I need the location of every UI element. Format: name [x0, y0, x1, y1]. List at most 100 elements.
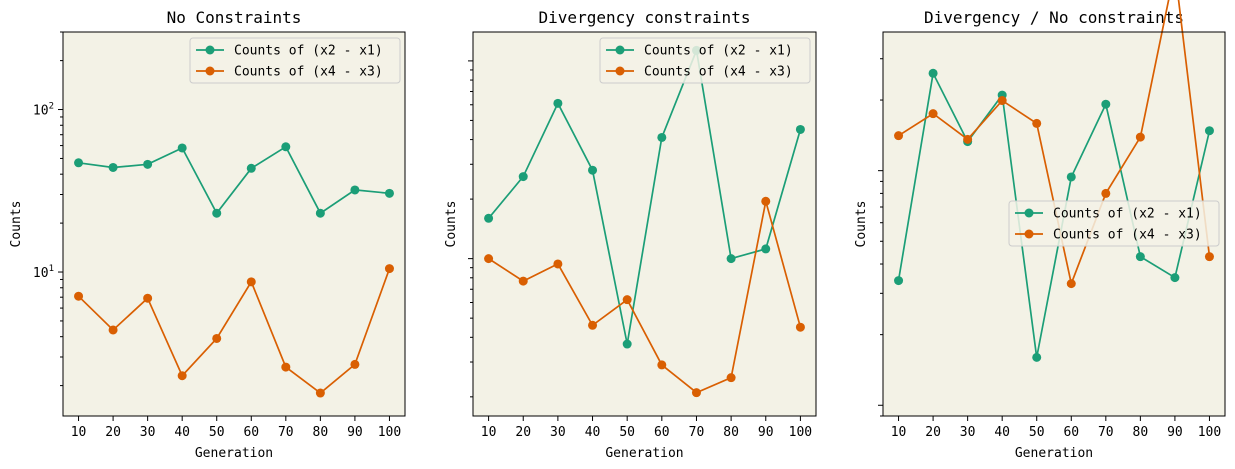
data-point — [1135, 252, 1145, 262]
x-tick-label: 10 — [71, 425, 87, 440]
x-tick-label: 30 — [550, 425, 566, 440]
data-point — [726, 373, 736, 383]
data-point — [1032, 118, 1042, 128]
x-axis-label: Generation — [195, 446, 273, 461]
x-tick-label: 80 — [723, 425, 739, 440]
data-point — [726, 254, 736, 264]
data-point — [963, 134, 973, 144]
legend-marker — [615, 66, 625, 76]
data-point — [928, 109, 938, 119]
data-point — [795, 322, 805, 332]
x-tick-label: 50 — [1029, 425, 1045, 440]
data-point — [894, 276, 904, 286]
legend: Counts of (x2 - x1) Counts of (x4 - x3) — [189, 37, 401, 84]
data-point — [212, 333, 222, 343]
data-point — [1204, 126, 1214, 136]
y-tick-label: 102 — [33, 102, 54, 119]
plot-frame — [62, 31, 406, 417]
x-tick-label: 10 — [891, 425, 907, 440]
x-tick-label: 70 — [689, 425, 705, 440]
x-tick-label: 40 — [994, 425, 1010, 440]
data-point — [246, 163, 256, 173]
legend-marker — [615, 45, 625, 55]
data-point — [108, 162, 118, 172]
chart-panel-1: No Constraints 10 20 30 40 50 60 70 80 90 100 101 10… — [9, 8, 406, 461]
plot-frame — [472, 31, 817, 417]
data-point — [588, 320, 598, 330]
x-tick-label: 20 — [515, 425, 531, 440]
x-tick-label: 30 — [960, 425, 976, 440]
chart-title: No Constraints — [167, 8, 302, 27]
data-point — [281, 142, 291, 152]
legend-label: Counts of (x4 - x3) — [1053, 228, 1202, 243]
data-point — [1101, 99, 1111, 109]
legend-marker — [205, 45, 215, 55]
data-point — [518, 276, 528, 286]
data-point — [1170, 273, 1180, 283]
legend-label: Counts of (x2 - x1) — [644, 44, 793, 59]
data-point — [657, 132, 667, 142]
data-point — [350, 185, 360, 195]
plot-area — [473, 32, 816, 416]
data-point — [997, 96, 1007, 106]
x-tick-label: 80 — [313, 425, 329, 440]
chart-title: Divergency / No constraints — [924, 8, 1184, 27]
data-point — [761, 244, 771, 254]
data-point — [108, 325, 118, 335]
x-tick-label: 80 — [1133, 425, 1149, 440]
data-point — [795, 124, 805, 134]
chart-title: Divergency constraints — [539, 8, 751, 27]
data-point — [928, 68, 938, 78]
data-point — [212, 208, 222, 218]
data-point — [1066, 172, 1076, 182]
series-line-2 — [77, 268, 391, 395]
data-point — [177, 371, 187, 381]
data-point — [761, 196, 771, 206]
data-point — [691, 388, 701, 398]
x-tick-label: 40 — [585, 425, 601, 440]
legend: Counts of (x2 - x1) Counts of (x4 - x3) — [1008, 200, 1220, 247]
legend-label: Counts of (x4 - x3) — [644, 65, 793, 80]
data-point — [622, 339, 632, 349]
y-tick-label: 101 — [33, 264, 54, 281]
series-line-1 — [487, 47, 802, 345]
legend-marker — [205, 66, 215, 76]
data-point — [484, 213, 494, 223]
x-tick-label: 20 — [925, 425, 941, 440]
x-axis-label: Generation — [1015, 446, 1093, 461]
plot-frame — [882, 31, 1226, 417]
y-axis-label: Counts — [9, 201, 24, 248]
data-point — [177, 143, 187, 153]
data-point — [1066, 279, 1076, 289]
data-point — [246, 277, 256, 287]
y-axis-label: Counts — [854, 201, 869, 248]
data-point — [74, 291, 84, 301]
data-point — [74, 158, 84, 168]
data-point — [315, 388, 325, 398]
x-tick-label: 70 — [1098, 425, 1114, 440]
legend-box — [1008, 200, 1220, 247]
plot-area — [63, 32, 405, 416]
x-tick-label: 50 — [619, 425, 635, 440]
x-tick-label: 90 — [1167, 425, 1183, 440]
legend-label: Counts of (x2 - x1) — [1053, 207, 1202, 222]
x-tick-label: 90 — [758, 425, 774, 440]
x-tick-label: 100 — [378, 425, 401, 440]
x-tick-label: 60 — [654, 425, 670, 440]
x-tick-label: 90 — [347, 425, 363, 440]
data-point — [143, 159, 153, 169]
data-point — [484, 254, 494, 264]
data-point — [518, 172, 528, 182]
data-point — [1204, 252, 1214, 262]
data-point — [622, 295, 632, 305]
legend-marker — [1024, 208, 1034, 218]
legend-marker — [1024, 229, 1034, 239]
legend-box — [599, 37, 811, 84]
legend-box — [189, 37, 401, 84]
data-point — [553, 98, 563, 108]
data-point — [588, 165, 598, 175]
x-tick-label: 20 — [105, 425, 121, 440]
chart-panel-2: Divergency constraints 10 20 30 40 50 60 70 80 90… — [444, 8, 817, 461]
x-tick-label: 30 — [140, 425, 156, 440]
data-point — [384, 188, 394, 198]
